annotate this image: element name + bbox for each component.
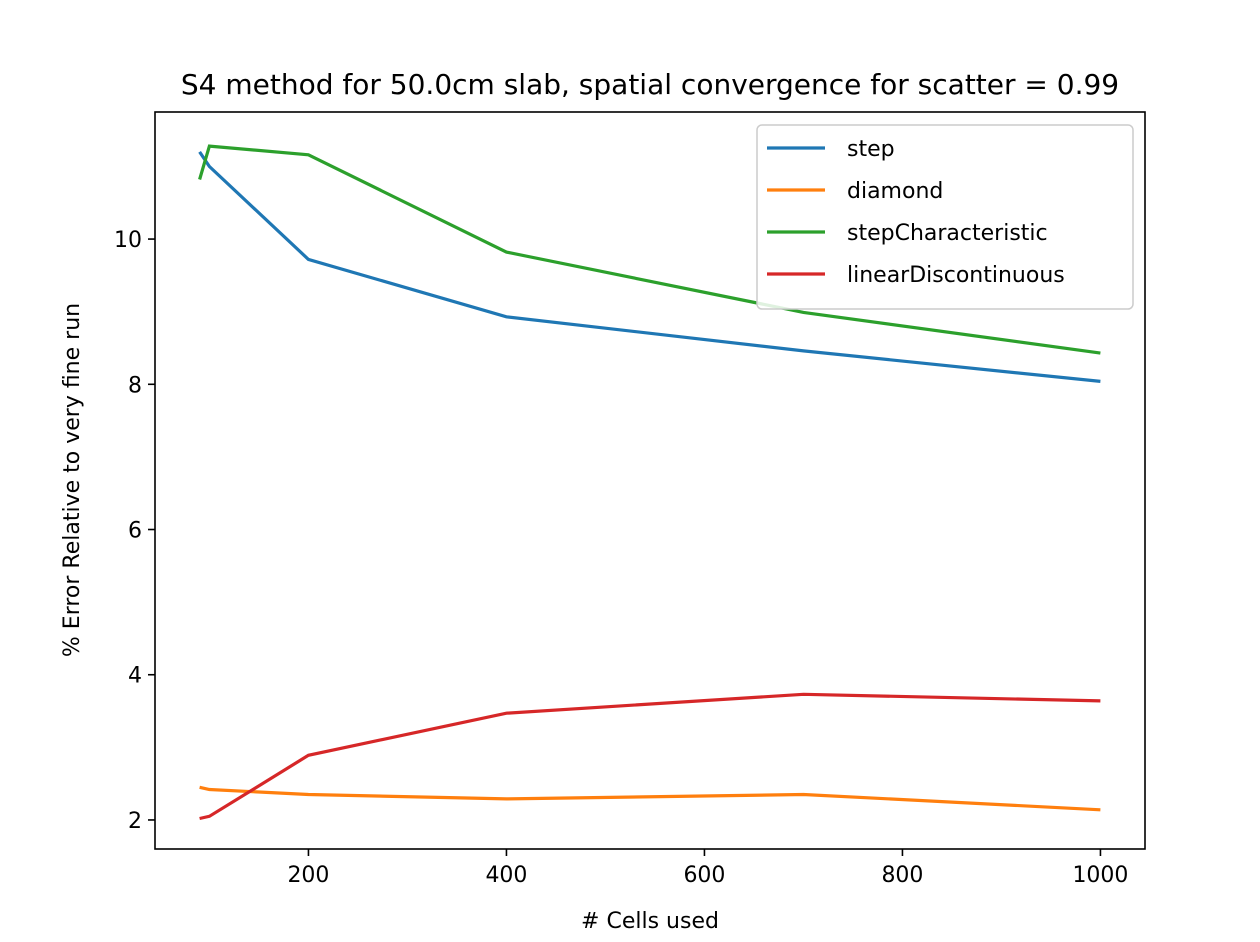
y-axis: 2 4 6 8 10 (114, 228, 155, 834)
y-tick-label: 6 (128, 519, 142, 544)
legend-label-linearDiscontinuous: linearDiscontinuous (847, 263, 1065, 288)
y-axis-label: % Error Relative to very fine run (60, 303, 85, 657)
y-tick-label: 8 (128, 373, 142, 398)
x-tick-label: 400 (485, 863, 527, 888)
series-line-linearDiscontinuous (199, 692, 1101, 821)
x-tick-label: 800 (881, 863, 923, 888)
y-tick-label: 4 (128, 664, 142, 689)
legend-label-step: step (847, 137, 895, 162)
plot-frame (154, 111, 1146, 850)
legend-label-stepCharacteristic: stepCharacteristic (847, 221, 1048, 246)
chart-title: S4 method for 50.0cm slab, spatial conve… (181, 68, 1119, 101)
legend: step diamond stepCharacteristic linearDisco… (756, 124, 1134, 310)
series-line-stepCharacteristic (198, 144, 1101, 355)
series-line-step (198, 151, 1101, 383)
legend-box (756, 124, 1134, 310)
x-tick-label: 200 (287, 863, 329, 888)
legend-label-diamond: diamond (847, 179, 943, 204)
x-axis: 200 400 600 800 1000 (287, 849, 1128, 888)
x-tick-label: 1000 (1072, 863, 1128, 888)
x-axis-label: # Cells used (581, 909, 719, 934)
y-tick-label: 2 (128, 809, 142, 834)
series-layer (198, 144, 1101, 821)
x-tick-label: 600 (683, 863, 725, 888)
series-line-diamond (199, 785, 1101, 812)
y-tick-label: 10 (114, 228, 142, 253)
